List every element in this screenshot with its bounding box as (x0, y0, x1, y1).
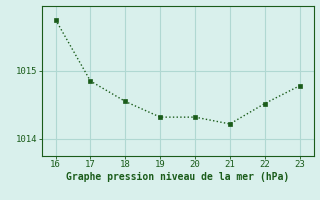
X-axis label: Graphe pression niveau de la mer (hPa): Graphe pression niveau de la mer (hPa) (66, 172, 289, 182)
